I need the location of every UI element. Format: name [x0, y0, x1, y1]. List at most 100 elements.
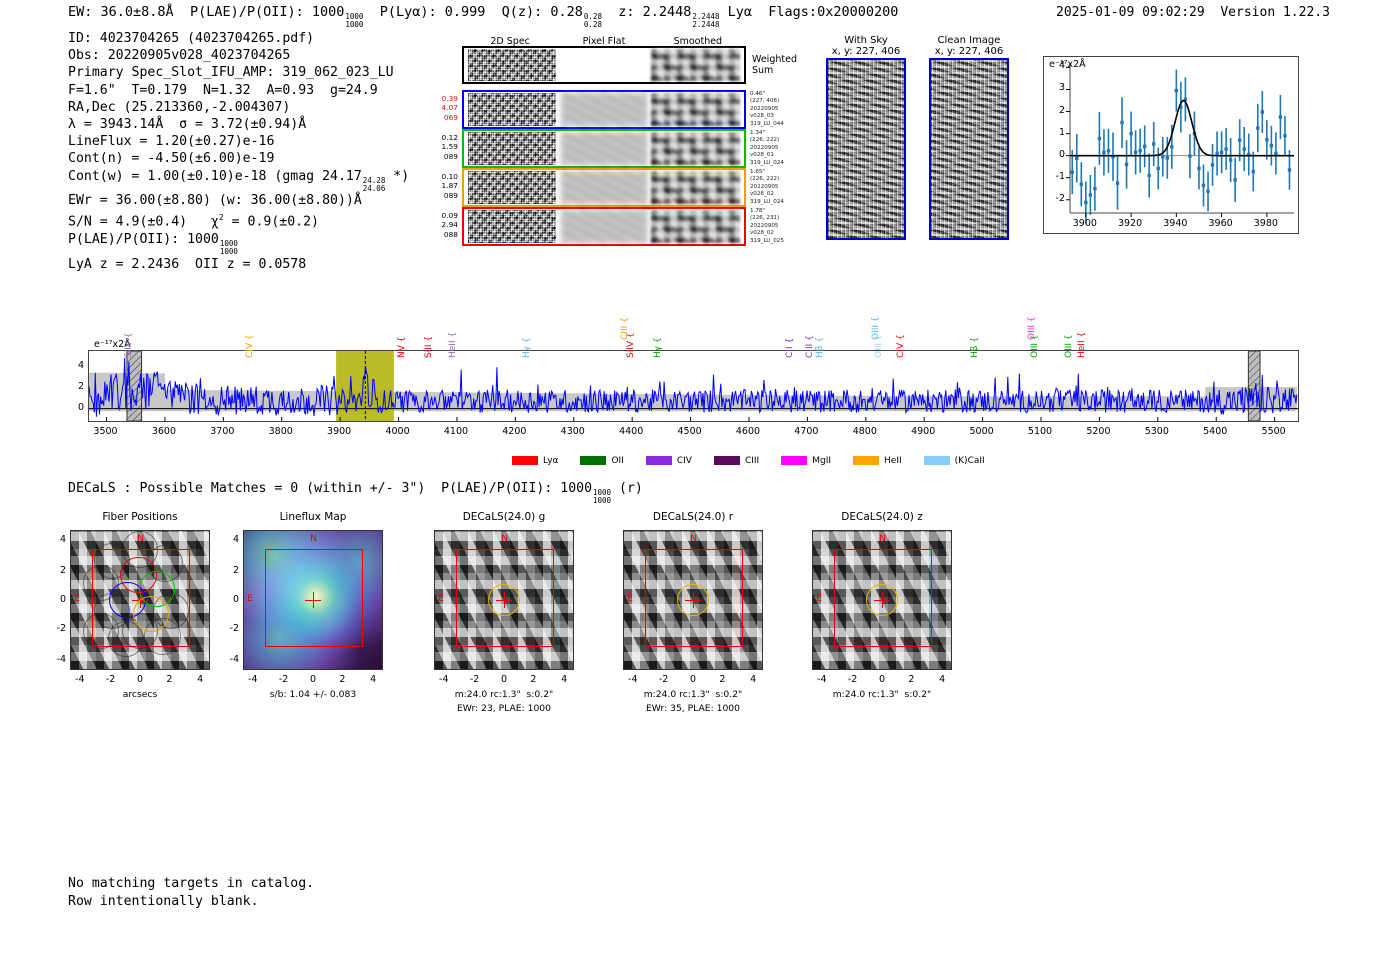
cutout-fiber-bg-9	[82, 612, 119, 649]
cutout-compass-n-1: N	[310, 534, 317, 545]
emission-label-11: Hβ {	[815, 336, 826, 358]
legend-swatch-CIII	[713, 456, 740, 465]
weighted-sum-2dspec	[468, 49, 557, 81]
footer-line-1: No matching targets in catalog.	[68, 876, 315, 891]
emission-label-7: Hγ {	[653, 337, 664, 358]
emission-label-5: Hγ {	[521, 337, 532, 358]
cutout-center-cross-h-1	[304, 600, 322, 601]
spectrum-xtick: 4300	[560, 426, 585, 437]
emission-label-8: CIII {	[620, 317, 630, 340]
sky-panel-coords-0: x, y: 227, 406	[831, 46, 901, 57]
legend-label-MgII: MgII	[812, 456, 832, 466]
header-summary-line: EW: 36.0±8.8Å P(LAE)/P(OII): 1000 1000 100…	[68, 4, 898, 29]
fiber-pixelflat-2	[561, 171, 647, 204]
info-lambda-sigma: λ = 3943.14Å σ = 3.72(±0.94)Å	[68, 117, 307, 133]
cutout-xtick-0-2: 0	[136, 674, 144, 685]
weighted-sum-label: Weighted Sum	[752, 54, 797, 76]
cutout-xtick-1-1: -2	[278, 674, 289, 685]
cutout-xtick-1-2: 0	[309, 674, 317, 685]
legend-label-OII: OII	[611, 456, 624, 466]
cutout-compass-n-4: N	[879, 534, 886, 545]
spectrum-xtick: 4100	[443, 426, 469, 437]
linefit-xtick: 3900	[1072, 218, 1097, 229]
fiber-pixelflat-1	[561, 132, 647, 165]
cutout-compass-e-1: E	[247, 594, 253, 605]
line-fit-svg	[1066, 63, 1294, 224]
spectrum-xtick: 5200	[1086, 426, 1111, 437]
spec2d-title-2: Smoothed	[673, 36, 723, 47]
spectrum-legend-item-4: MgII	[781, 456, 831, 466]
fiber-right-meta-0: 0.46" (227, 406) 20220905 v028_03 319_LU…	[750, 91, 784, 127]
timestamp-version: 2025-01-09 09:02:29 Version 1.22.3	[1056, 5, 1330, 20]
fiber-right-meta-3: 1.78" (226, 231) 20220905 v028_02 319_LU…	[750, 208, 784, 244]
cutout-ytick-1-2: 0	[232, 594, 239, 605]
cutout-xtick-1-4: 4	[370, 674, 377, 685]
cutout-ytick-0-2: 0	[59, 594, 66, 605]
spectrum-xtick: 4900	[911, 426, 936, 437]
cutout-ytick-1-0: 4	[232, 533, 239, 545]
info-cont-w: Cont(w) = 1.00(±0.10)e-18 (gmag 24.17 24.…	[68, 168, 410, 193]
sky-panel-title-1: Clean Image	[937, 35, 1001, 46]
spectrum-xtick: 5000	[969, 426, 994, 437]
header-plya: P(Lyα): 0.999	[379, 4, 486, 20]
linefit-ytick: 3	[1058, 82, 1065, 94]
cutout-xtick-0-3: 2	[166, 674, 173, 685]
emission-label-18: OIII {	[1063, 334, 1074, 358]
footer-note: No matching targets in catalog. Row inte…	[68, 875, 314, 910]
emission-label-4: HeII {	[448, 331, 459, 358]
full-spectrum-svg	[89, 351, 1298, 421]
legend-swatch-HeII	[853, 456, 880, 465]
fiber-2dspec-2	[468, 171, 557, 204]
legend-swatch-(K)CaII	[923, 456, 950, 465]
header-qz: Q(z): 0.28	[501, 4, 583, 20]
linefit-ytick: 2	[1058, 104, 1065, 116]
fiber-left-values-3: 0.09 2.94 088	[441, 211, 458, 239]
cutout-caption2-2: EWr: 23, PLAE: 1000	[457, 703, 551, 714]
cutout-ytick-1-1: 2	[232, 564, 239, 576]
emission-label-2: NV {	[396, 336, 407, 358]
sky-panel-image-1	[929, 58, 1009, 240]
info-redshifts: LyA z = 2.2436 OII z = 0.0578	[68, 256, 307, 272]
cutout-ytick-0-4: -4	[56, 654, 66, 666]
cutout-xtick-2-0: -4	[439, 674, 449, 685]
spectrum-legend: Lyα OII CIV CIII MgII HeII (K)CaII	[512, 448, 1007, 467]
fiber-smoothed-2	[651, 171, 740, 204]
cutout-xtick-2-4: 4	[561, 674, 568, 685]
header-z: z: 2.2448	[618, 4, 692, 20]
cutout-xtick-3-2: 0	[689, 674, 697, 685]
spectrum-legend-item-2: CIV	[645, 456, 692, 466]
header-line-id: Lyα	[727, 4, 753, 20]
spectrum-ytick: 0	[77, 401, 84, 413]
cutout-xtick-4-2: 0	[878, 674, 886, 685]
fiber-2dspec-3	[468, 210, 557, 243]
cutout-xtick-2-1: -2	[469, 674, 480, 685]
spectrum-ytick: 4	[77, 360, 84, 372]
spectrum-legend-item-3: CIII	[713, 456, 759, 466]
info-cont-n: Cont(n) = -4.50(±6.00)e-19	[68, 151, 275, 167]
cutout-xtick-3-3: 2	[719, 674, 726, 685]
cutout-caption-0: arcsecs	[122, 689, 158, 700]
cutout-title-4: DECaLS(24.0) z	[841, 511, 923, 523]
cutout-xtick-2-2: 0	[500, 674, 508, 685]
linefit-xtick: 3940	[1163, 218, 1188, 229]
legend-label-HeII: HeII	[884, 456, 902, 466]
cutout-title-1: Lineflux Map	[279, 511, 347, 523]
legend-swatch-CIV	[645, 456, 672, 465]
info-id: ID: 4023704265 (4023704265.pdf)	[68, 31, 315, 46]
info-params: F=1.6" T=0.179 N=1.32 A=0.93 g=24.9	[68, 82, 378, 98]
fiber-pixelflat-0	[561, 93, 647, 126]
detection-info-block: ID: 4023704265 (4023704265.pdf) Obs: 202…	[68, 30, 409, 273]
cutout-caption-1: s/b: 1.04 +/- 0.083	[269, 689, 357, 700]
spectrum-xtick: 5500	[1261, 426, 1286, 437]
header-qz-fraction: 0.28 0.28	[583, 12, 602, 30]
spectrum-xtick: 4000	[385, 426, 410, 437]
spectrum-legend-item-0: Lyα	[512, 456, 558, 466]
spectrum-xtick: 3900	[327, 426, 352, 437]
cutout-xtick-4-4: 4	[939, 674, 946, 685]
fiber-left-values-0: 0.39 4.07 069	[441, 94, 458, 122]
info-radec: RA,Dec (25.213360,-2.004307)	[68, 99, 291, 115]
linefit-xtick: 3980	[1253, 218, 1278, 229]
cutout-compass-e-0: E	[74, 594, 80, 605]
linefit-xtick: 3920	[1117, 218, 1143, 229]
decals-header: DECaLS : Possible Matches = 0 (within +/…	[68, 481, 643, 506]
